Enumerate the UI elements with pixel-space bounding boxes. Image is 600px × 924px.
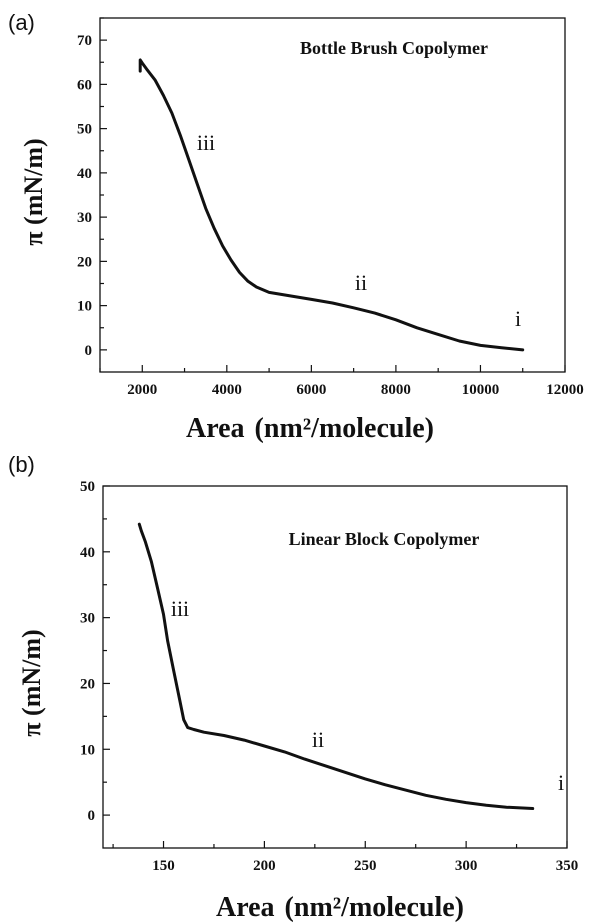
chart-title-b: Linear Block Copolymer <box>289 529 480 549</box>
plot-frame-b <box>102 485 568 849</box>
y-axis-label-a: π (mN/m) <box>19 138 48 245</box>
x-tick-label-b: 150 <box>152 858 175 874</box>
y-tick-label-b: 20 <box>80 676 95 692</box>
x-tick-label-b: 200 <box>253 858 276 874</box>
panel-label-a: (a) <box>8 10 35 35</box>
region-label-i-a: i <box>515 306 521 331</box>
y-tick-label-a: 30 <box>77 210 92 226</box>
x-tick-label-a: 4000 <box>212 382 242 398</box>
y-tick-label-b: 40 <box>80 545 95 561</box>
region-label-ii-a: ii <box>355 270 367 295</box>
x-tick-label-b: 300 <box>455 858 478 874</box>
isotherm-curve-a <box>138 58 525 352</box>
chart-panel-b: (b) π (mN/m) Area (nm²/molecule) Linear B… <box>8 452 578 923</box>
y-tick-label-a: 40 <box>77 166 92 182</box>
region-label-iii-b: iii <box>171 596 189 621</box>
y-tick-label-a: 0 <box>85 343 93 359</box>
plot-frame-a <box>99 17 566 373</box>
x-tick-label-a: 6000 <box>296 382 326 398</box>
x-tick-label-a: 12000 <box>546 382 584 398</box>
y-tick-label-a: 10 <box>77 299 92 315</box>
x-tick-label-a: 2000 <box>127 382 157 398</box>
y-tick-label-b: 50 <box>80 479 95 495</box>
y-tick-label-a: 50 <box>77 122 92 138</box>
y-axis-label-b: π (mN/m) <box>17 629 46 736</box>
chart-title-a: Bottle Brush Copolymer <box>300 38 488 58</box>
y-tick-label-b: 30 <box>80 611 95 627</box>
region-label-ii-b: ii <box>312 727 324 752</box>
x-axis-label-b: Area (nm²/molecule) <box>216 892 464 923</box>
y-tick-label-a: 70 <box>77 33 92 49</box>
region-label-iii-a: iii <box>197 130 215 155</box>
y-axis-title-b: π (mN/m) <box>17 629 46 736</box>
y-tick-label-a: 60 <box>77 77 92 93</box>
region-label-i-b: i <box>558 770 564 795</box>
x-tick-label-a: 10000 <box>462 382 500 398</box>
y-tick-label-a: 20 <box>77 254 92 270</box>
x-tick-label-a: 8000 <box>381 382 411 398</box>
y-tick-label-b: 0 <box>88 808 96 824</box>
chart-panel-a: (a) π (mN/m) Area (nm²/molecule) Bottle B… <box>8 10 584 444</box>
y-tick-label-b: 10 <box>80 742 95 758</box>
y-axis-title-a: π (mN/m) <box>19 138 48 245</box>
x-tick-label-b: 350 <box>556 858 579 874</box>
x-tick-label-b: 250 <box>354 858 377 874</box>
isotherm-curve-b <box>137 522 535 810</box>
x-axis-label-a: Area (nm²/molecule) <box>186 413 434 444</box>
panel-label-b: (b) <box>8 452 35 477</box>
